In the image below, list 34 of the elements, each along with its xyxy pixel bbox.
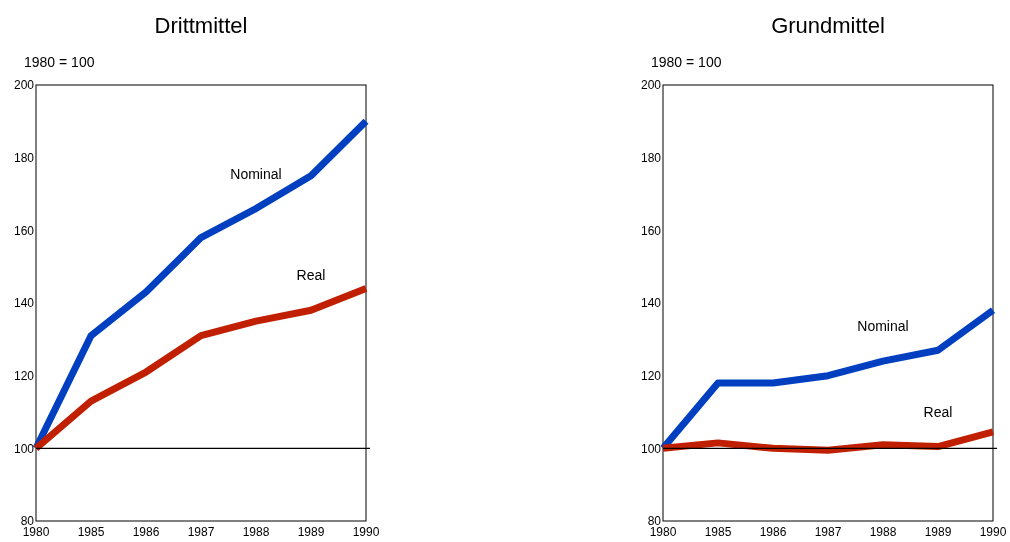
x-tick-label: 1986 bbox=[759, 525, 787, 539]
y-tick-label: 100 bbox=[640, 441, 662, 456]
x-tick-label: 1985 bbox=[704, 525, 732, 539]
x-tick-label: 1986 bbox=[132, 525, 160, 539]
y-tick-label: 120 bbox=[640, 368, 662, 383]
y-tick-label: 200 bbox=[13, 78, 35, 93]
y-tick-label: 200 bbox=[640, 78, 662, 93]
chart-subtitle: 1980 = 100 bbox=[24, 54, 95, 70]
x-tick-label: 1988 bbox=[242, 525, 270, 539]
x-tick-label: 1990 bbox=[352, 525, 380, 539]
x-tick-label: 1989 bbox=[924, 525, 952, 539]
chart-title: Grundmittel bbox=[771, 13, 885, 38]
x-tick-label: 1980 bbox=[649, 525, 677, 539]
y-tick-label: 140 bbox=[13, 296, 35, 311]
x-tick-label: 1988 bbox=[869, 525, 897, 539]
series-label: Real bbox=[296, 267, 326, 284]
y-tick-label: 180 bbox=[13, 150, 35, 165]
series-label: Nominal bbox=[857, 318, 909, 335]
x-tick-label: 1987 bbox=[814, 525, 842, 539]
x-tick-label: 1985 bbox=[77, 525, 105, 539]
y-tick-label: 160 bbox=[13, 223, 35, 238]
x-tick-label: 1990 bbox=[979, 525, 1007, 539]
y-tick-label: 160 bbox=[640, 223, 662, 238]
series-label: Nominal bbox=[230, 165, 282, 182]
y-tick-label: 100 bbox=[13, 441, 35, 456]
chart-subtitle: 1980 = 100 bbox=[651, 54, 722, 70]
series-label: Real bbox=[923, 403, 953, 420]
x-tick-label: 1989 bbox=[297, 525, 325, 539]
x-tick-label: 1980 bbox=[22, 525, 50, 539]
chart-title: Drittmittel bbox=[154, 13, 248, 38]
y-tick-label: 120 bbox=[13, 368, 35, 383]
x-tick-label: 1987 bbox=[187, 525, 215, 539]
y-tick-label: 180 bbox=[640, 150, 662, 165]
y-tick-label: 140 bbox=[640, 296, 662, 311]
